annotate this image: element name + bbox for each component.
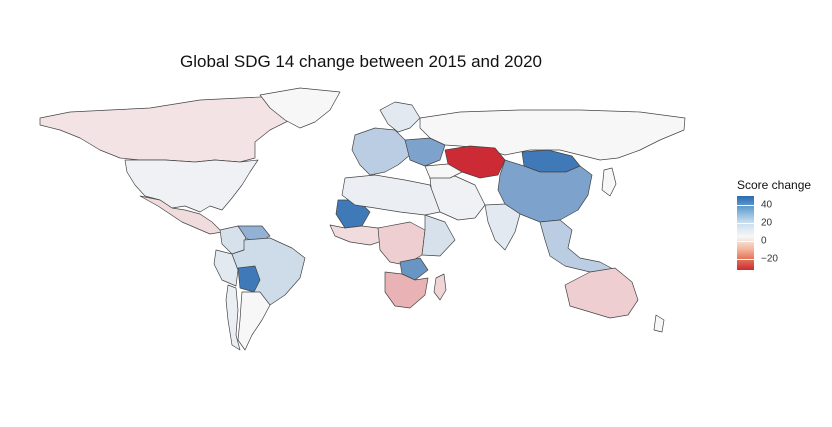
region-europe-west: [351, 127, 411, 176]
region-china: [497, 159, 593, 223]
map-title: Global SDG 14 change between 2015 and 20…: [180, 52, 542, 71]
region-new-zealand: [653, 314, 665, 333]
legend-tick-label: 20: [761, 217, 773, 229]
legend-title: Score change: [737, 178, 812, 192]
legend-tick-mark: [737, 259, 754, 260]
region-bolivia: [237, 265, 261, 293]
region-east-africa: [421, 214, 456, 257]
legend-tick-label: −20: [761, 253, 778, 265]
region-madagascar: [433, 273, 447, 301]
legend: Score change 40 20 0 −20: [737, 178, 812, 270]
legend-tick-label: 40: [761, 199, 773, 211]
world-map: [39, 87, 686, 351]
region-india: [484, 203, 521, 251]
legend-tick-mark: [737, 241, 754, 242]
region-chile: [225, 284, 241, 351]
region-southeast-asia: [539, 219, 616, 273]
legend-tick-label: 0: [761, 235, 767, 247]
region-southern-africa: [384, 271, 429, 309]
region-argentina: [237, 291, 271, 351]
region-canada: [39, 95, 321, 163]
legend-tick-mark: [737, 223, 754, 224]
region-australia: [564, 267, 639, 319]
region-turkey: [424, 163, 463, 179]
region-scandinavia: [379, 101, 421, 133]
region-zambia: [399, 257, 429, 281]
region-west-africa: [329, 224, 386, 246]
region-greenland: [259, 87, 341, 129]
region-japan: [601, 167, 617, 197]
region-united-states: [124, 159, 259, 213]
legend-colorbar: [737, 196, 754, 270]
region-middle-east: [429, 175, 486, 221]
legend-tick-mark: [737, 205, 754, 206]
